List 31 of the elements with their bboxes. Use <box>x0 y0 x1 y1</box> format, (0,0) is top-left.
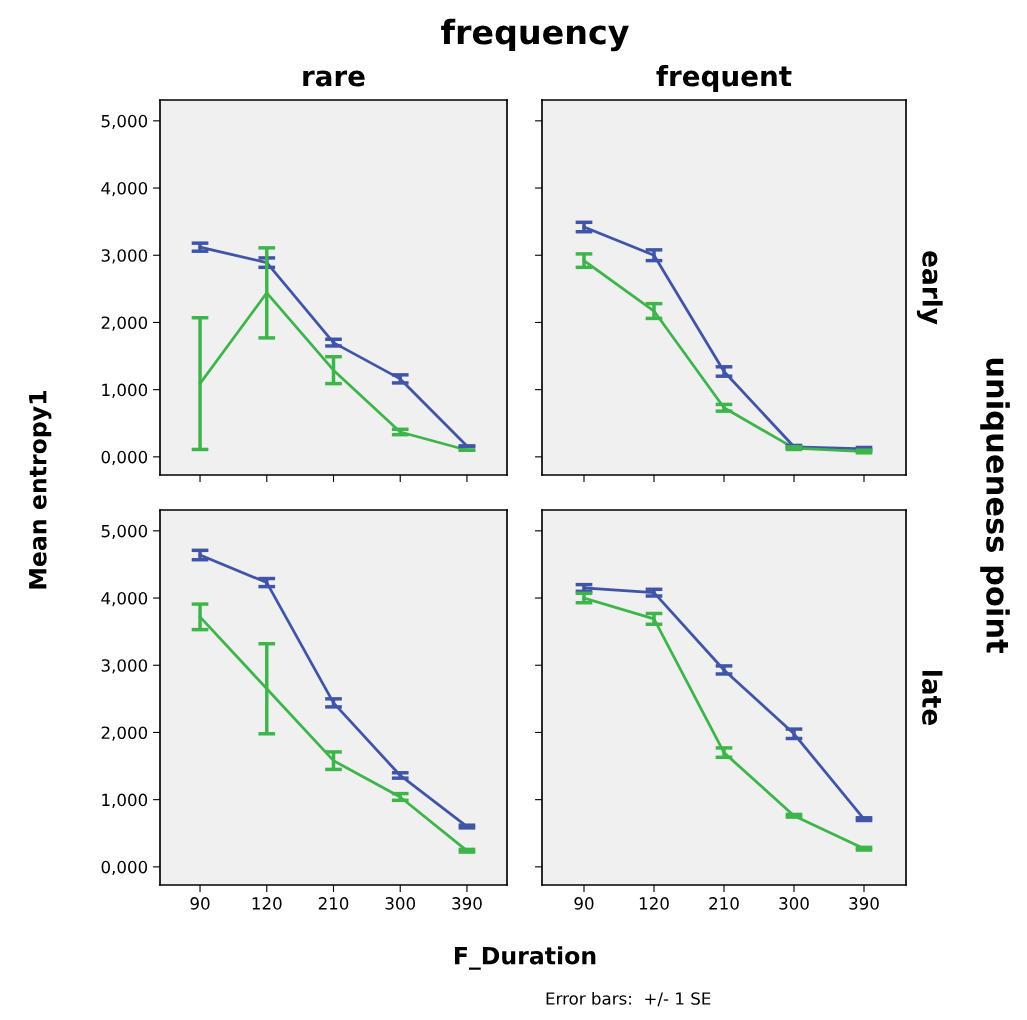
x-tick-label: 210 <box>709 897 739 910</box>
y2-axis-title: late <box>922 671 943 725</box>
text: frequency <box>441 18 629 52</box>
chart-title: rare <box>303 70 365 87</box>
text: uniqueness point <box>980 358 1010 654</box>
x-tick-label: 120 <box>252 897 282 910</box>
x-tick-label: 300 <box>385 897 416 910</box>
x-tick-label: 300 <box>779 897 809 910</box>
y-tick-label: 4,000 <box>101 182 148 197</box>
text: Error bars: +/- 1 SE <box>546 991 711 1007</box>
y-tick-label: 3,000 <box>101 659 148 674</box>
y-tick-label: 1,000 <box>102 793 148 808</box>
y-tick-label: 2,000 <box>101 316 148 331</box>
y-tick-label: 0,000 <box>101 860 148 876</box>
y-tick-label: 0,000 <box>101 450 148 466</box>
x-tick-label: 390 <box>452 897 482 910</box>
y-tick-label: 4,000 <box>101 592 148 607</box>
x-tick-label: 210 <box>318 897 349 910</box>
y-tick-label: 3,000 <box>101 249 148 264</box>
y-tick-label: 5,000 <box>101 114 148 130</box>
y-tick-label: 5,000 <box>101 524 148 540</box>
y-tick-label: 2,000 <box>101 726 148 741</box>
x-tick-label: 90 <box>574 897 594 910</box>
x-tick-label: 120 <box>639 897 669 910</box>
y2-axis-title: early <box>916 251 943 325</box>
x-tick-label: 90 <box>190 897 210 910</box>
chart-title: frequent <box>656 65 792 92</box>
y-axis-title: Mean entropy1 <box>29 391 52 589</box>
x-tick-label: 390 <box>849 897 879 910</box>
y-tick-label: 1,000 <box>102 383 148 398</box>
x-axis-title: F_Duration <box>455 946 596 970</box>
